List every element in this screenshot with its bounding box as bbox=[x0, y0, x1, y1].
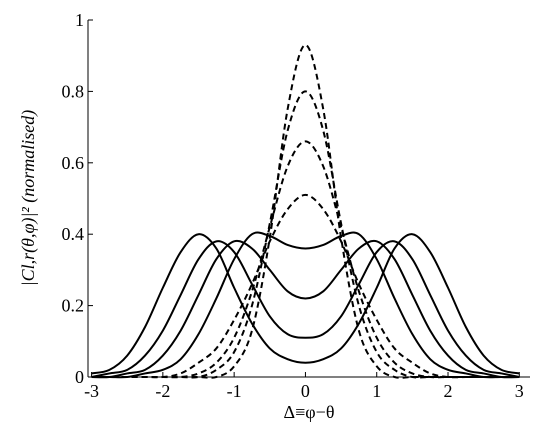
y-tick-label: 0.6 bbox=[62, 153, 85, 173]
curve bbox=[91, 231, 520, 379]
y-tick-label: 0 bbox=[75, 367, 84, 387]
x-tick-label: -2 bbox=[155, 381, 170, 401]
curve bbox=[91, 43, 520, 379]
curve bbox=[91, 240, 520, 378]
x-axis-label: Δ≡φ−θ bbox=[284, 402, 335, 422]
y-tick-label: 0.4 bbox=[62, 224, 85, 244]
y-axis-label: |Cl,r(θ,φ)|² (normalised) bbox=[18, 110, 39, 287]
x-tick-label: -3 bbox=[84, 381, 99, 401]
x-tick-label: 0 bbox=[301, 381, 310, 401]
x-tick-label: -1 bbox=[227, 381, 242, 401]
curve bbox=[91, 90, 520, 379]
x-tick-label: 3 bbox=[515, 381, 524, 401]
x-tick-label: 2 bbox=[444, 381, 453, 401]
curve bbox=[91, 193, 520, 379]
y-tick-label: 0.8 bbox=[62, 81, 85, 101]
x-tick-label: 1 bbox=[372, 381, 381, 401]
curve bbox=[91, 239, 520, 379]
curve bbox=[91, 233, 520, 375]
y-tick-label: 1 bbox=[75, 10, 84, 30]
y-tick-label: 0.2 bbox=[62, 296, 85, 316]
